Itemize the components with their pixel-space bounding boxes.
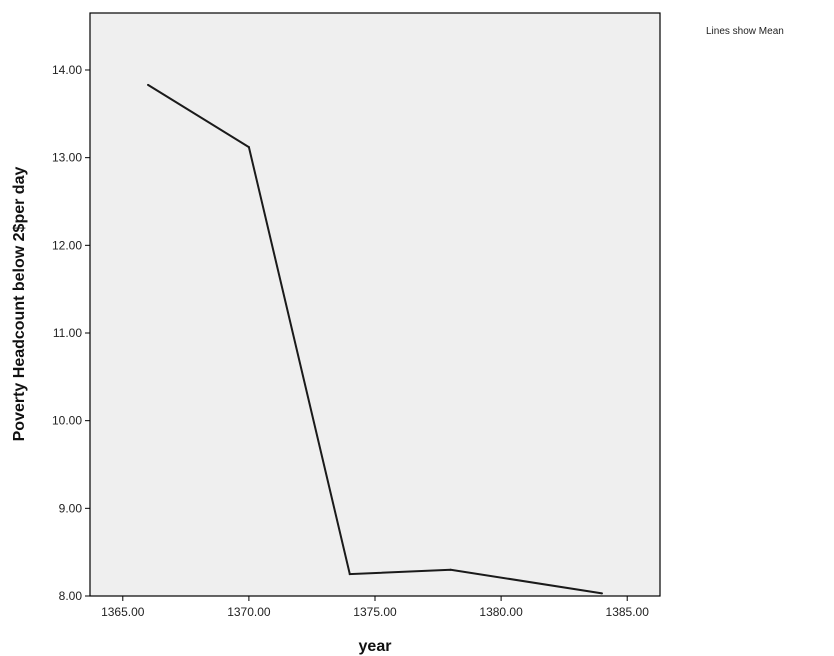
data-point bbox=[600, 592, 603, 595]
y-tick-label: 11.00 bbox=[53, 326, 82, 340]
series-layer bbox=[147, 83, 603, 595]
lines-show-mean-note: Lines show Mean bbox=[706, 26, 784, 37]
x-axis-title: year bbox=[359, 638, 392, 655]
x-tick-label: 1385.00 bbox=[606, 605, 650, 619]
y-tick-label: 14.00 bbox=[52, 63, 82, 77]
data-point bbox=[449, 568, 452, 571]
y-tick-label: 8.00 bbox=[59, 589, 83, 603]
y-axis-ticks: 8.00 9.00 10.00 11.00 12.00 13.00 14.00 bbox=[52, 63, 90, 603]
x-tick-label: 1365.00 bbox=[101, 605, 145, 619]
data-point bbox=[247, 146, 250, 149]
x-tick-label: 1370.00 bbox=[227, 605, 271, 619]
plot-area bbox=[89, 12, 661, 597]
y-tick-label: 9.00 bbox=[59, 501, 83, 515]
x-tick-label: 1375.00 bbox=[353, 605, 397, 619]
y-tick-label: 10.00 bbox=[52, 414, 82, 428]
y-axis-title: Poverty Headcount below 2$per day bbox=[11, 167, 28, 442]
x-tick-label: 1380.00 bbox=[479, 605, 523, 619]
x-axis-ticks: 1365.00 1370.00 1375.00 1380.00 1385.00 bbox=[101, 596, 649, 619]
y-tick-label: 12.00 bbox=[52, 238, 82, 252]
y-tick-label: 13.00 bbox=[52, 151, 82, 165]
data-point bbox=[348, 573, 351, 576]
data-point bbox=[147, 83, 150, 86]
